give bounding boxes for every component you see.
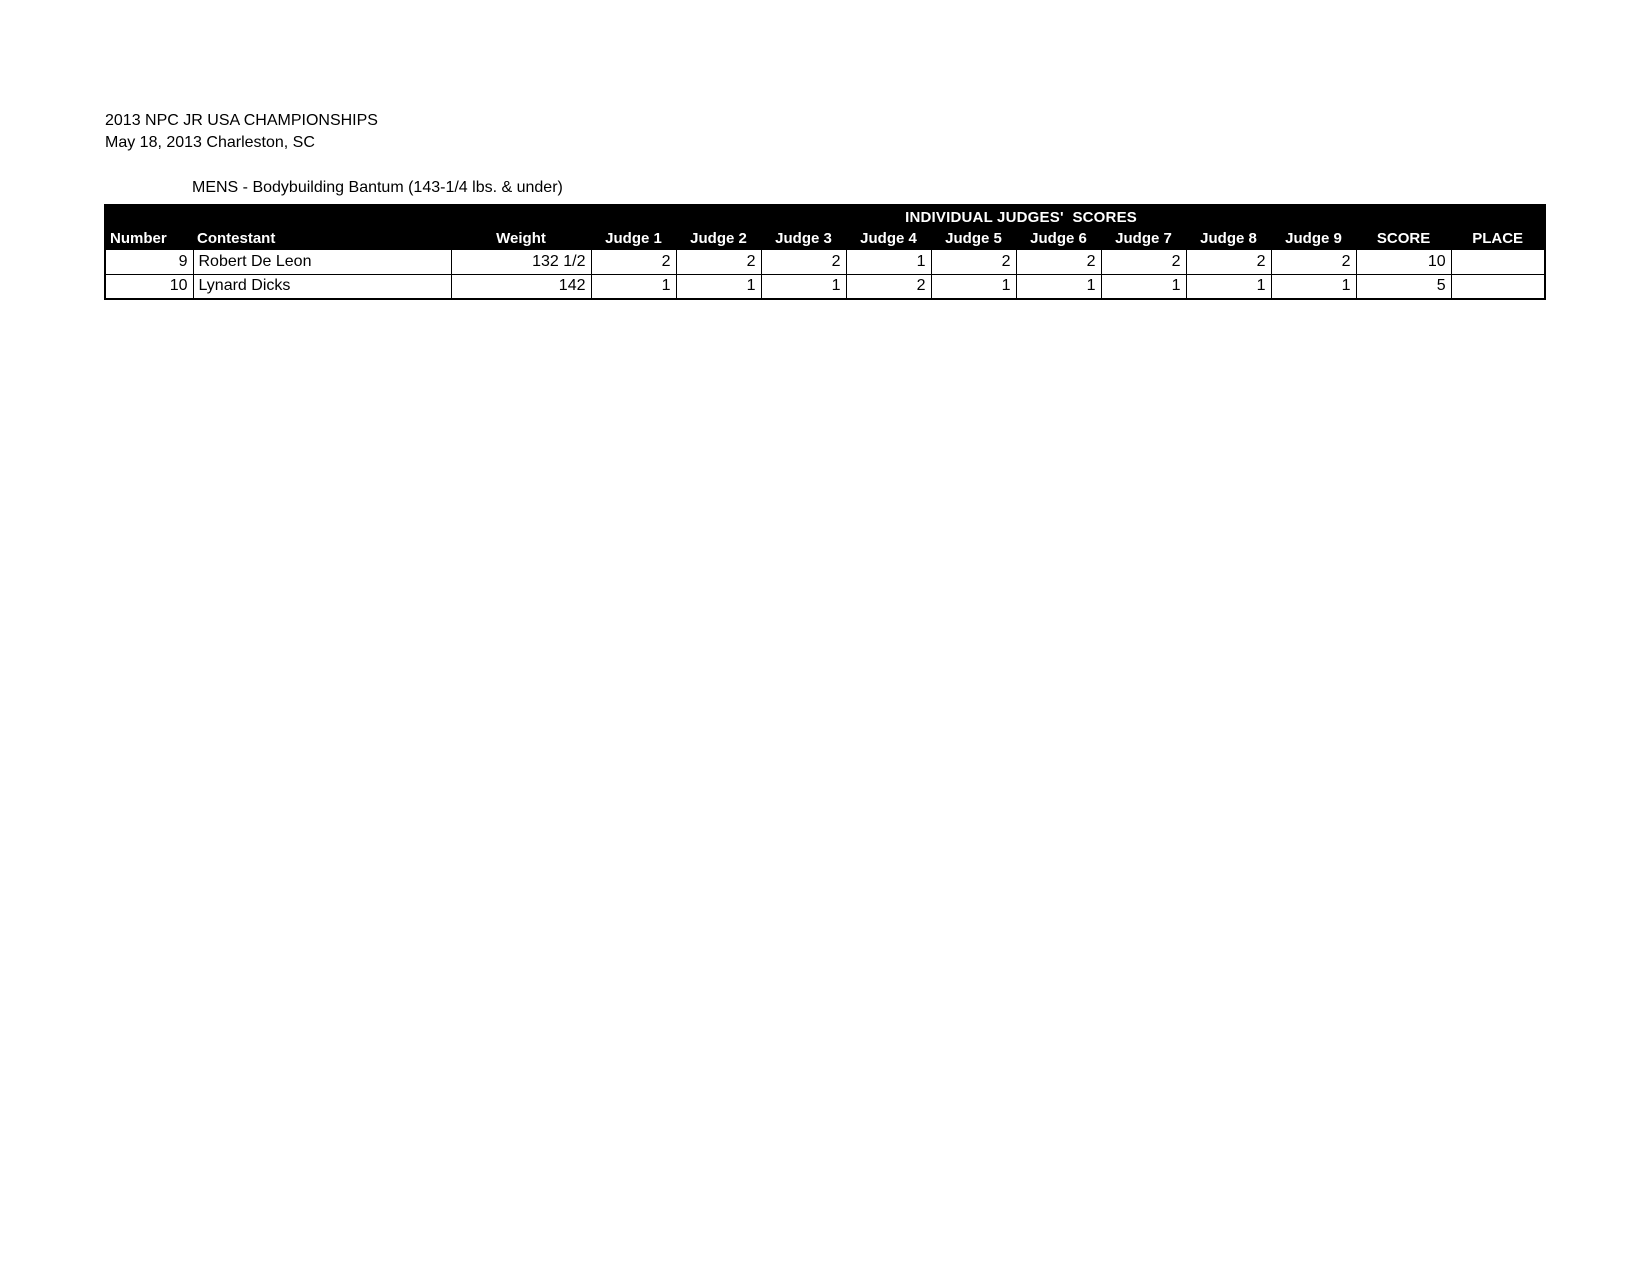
cell-weight: 142	[450, 273, 592, 300]
event-title: 2013 NPC JR USA CHAMPIONSHIPS	[105, 112, 378, 129]
cell-judge-3: 2	[760, 248, 847, 275]
contestant-row: 10 Lynard Dicks 142 1 1 1 2 1 1 1 1 1 5	[104, 273, 1546, 300]
cell-place	[1450, 248, 1546, 275]
banner-row: INDIVIDUAL JUDGES' SCORES	[105, 205, 1546, 229]
column-header-judge-6: Judge 6	[1016, 229, 1101, 249]
column-header-contestant: Contestant	[193, 229, 451, 249]
cell-judge-8: 1	[1185, 273, 1272, 300]
event-date-location: May 18, 2013 Charleston, SC	[105, 134, 315, 151]
column-header-judge-5: Judge 5	[931, 229, 1016, 249]
cell-judge-2: 2	[675, 248, 762, 275]
column-header-judge-4: Judge 4	[846, 229, 931, 249]
cell-judge-1: 2	[590, 248, 677, 275]
banner-spacer-right	[1451, 205, 1546, 229]
banner-title: INDIVIDUAL JUDGES' SCORES	[591, 205, 1452, 229]
cell-weight: 132 1/2	[450, 248, 592, 275]
judges-scores-table: INDIVIDUAL JUDGES' SCORES Number Contesta…	[104, 204, 1547, 300]
cell-judge-1: 1	[590, 273, 677, 300]
cell-judge-7: 1	[1100, 273, 1187, 300]
cell-judge-2: 1	[675, 273, 762, 300]
cell-judge-5: 1	[930, 273, 1017, 300]
column-header-weight: Weight	[451, 229, 591, 249]
column-header-number: Number	[105, 229, 193, 249]
column-header-score: SCORE	[1356, 229, 1452, 249]
cell-judge-6: 1	[1015, 273, 1102, 300]
cell-place	[1450, 273, 1546, 300]
column-header-judge-9: Judge 9	[1271, 229, 1356, 249]
cell-score: 5	[1355, 273, 1452, 300]
table-body: 9 Robert De Leon 132 1/2 2 2 2 1 2 2 2 2 2 10 10 Lynar…	[104, 248, 1546, 300]
column-header-row: Number Contestant Weight Judge 1 Judge 2 Judg…	[105, 229, 1546, 249]
cell-judge-6: 2	[1015, 248, 1102, 275]
cell-number: 10	[104, 273, 194, 300]
cell-score: 10	[1355, 248, 1452, 275]
column-header-judge-1: Judge 1	[591, 229, 676, 249]
column-header-judge-7: Judge 7	[1101, 229, 1186, 249]
category-title: MENS - Bodybuilding Bantum (143-1/4 lbs.…	[192, 179, 563, 196]
cell-contestant: Robert De Leon	[192, 248, 452, 275]
cell-judge-9: 1	[1270, 273, 1357, 300]
contestant-row: 9 Robert De Leon 132 1/2 2 2 2 1 2 2 2 2 2 10	[104, 248, 1546, 275]
cell-judge-9: 2	[1270, 248, 1357, 275]
column-header-judge-8: Judge 8	[1186, 229, 1271, 249]
column-header-judge-2: Judge 2	[676, 229, 761, 249]
cell-judge-5: 2	[930, 248, 1017, 275]
column-header-place: PLACE	[1451, 229, 1546, 249]
cell-judge-8: 2	[1185, 248, 1272, 275]
cell-contestant: Lynard Dicks	[192, 273, 452, 300]
cell-number: 9	[104, 248, 194, 275]
cell-judge-4: 1	[845, 248, 932, 275]
cell-judge-7: 2	[1100, 248, 1187, 275]
banner-spacer-left	[105, 205, 591, 229]
column-header-judge-3: Judge 3	[761, 229, 846, 249]
cell-judge-3: 1	[760, 273, 847, 300]
document-header: 2013 NPC JR USA CHAMPIONSHIPS May 18, 20…	[105, 110, 378, 154]
cell-judge-4: 2	[845, 273, 932, 300]
